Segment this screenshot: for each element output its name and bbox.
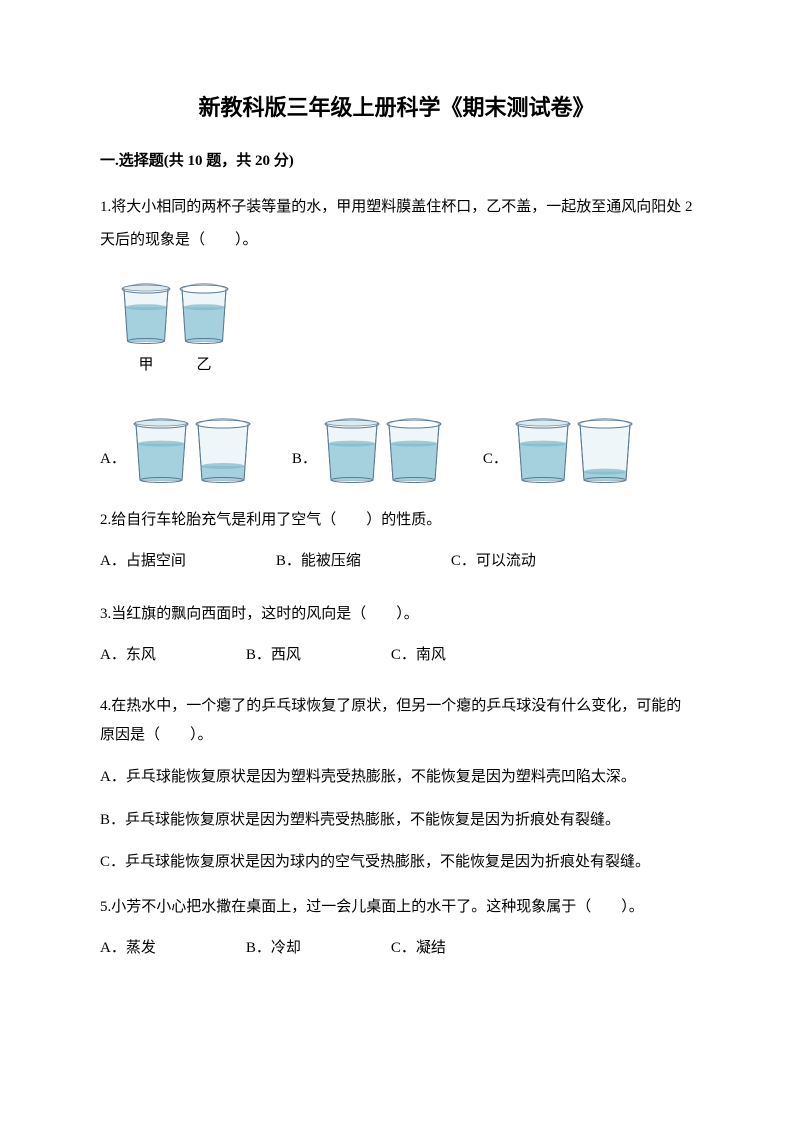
page-title: 新教科版三年级上册科学《期末测试卷》 (100, 90, 693, 125)
q1-option-b: B． (292, 412, 443, 484)
q1-option-a: A． (100, 412, 252, 484)
q5-opt-b: B．冷却 (246, 932, 301, 965)
q3-opt-c: C．南风 (391, 639, 446, 672)
q1-option-images: A． B． C． (100, 412, 693, 484)
question-3: 3.当红旗的飘向西面时，这时的风向是（ ）。 A．东风 B．西风 C．南风 (100, 598, 693, 672)
q3-opt-b: B．西风 (246, 639, 301, 672)
cup-label-yi: 乙 (196, 349, 211, 382)
question-4: 4.在热水中，一个瘪了的乒乓球恢复了原状，但另一个瘪的乒乓球没有什么变化，可能的… (100, 692, 693, 877)
q3-opt-a: A．东风 (100, 639, 156, 672)
q4-text: 4.在热水中，一个瘪了的乒乓球恢复了原状，但另一个瘪的乒乓球没有什么变化，可能的… (100, 692, 693, 749)
q2-options: A．占据空间 B．能被压缩 C．可以流动 (100, 545, 693, 578)
cup-c1 (514, 412, 572, 484)
opt-letter-a: A． (100, 443, 126, 484)
opt-letter-c: C． (483, 443, 508, 484)
cup-c2 (576, 412, 634, 484)
question-5: 5.小芳不小心把水撒在桌面上，过一会儿桌面上的水干了。这种现象属于（ ）。 A．… (100, 891, 693, 965)
q3-text: 3.当红旗的飘向西面时，这时的风向是（ ）。 (100, 598, 693, 631)
cup-label-jia: 甲 (138, 349, 153, 382)
cup-setup-2 (178, 277, 230, 345)
q3-options: A．东风 B．西风 C．南风 (100, 639, 693, 672)
q5-opt-c: C．凝结 (391, 932, 446, 965)
q5-text: 5.小芳不小心把水撒在桌面上，过一会儿桌面上的水干了。这种现象属于（ ）。 (100, 891, 693, 924)
q2-opt-a: A．占据空间 (100, 545, 186, 578)
q4-opt-a: A．乒乓球能恢复原状是因为塑料壳受热膨胀，不能恢复是因为塑料壳凹陷太深。 (100, 763, 693, 792)
q4-opt-c: C．乒乓球能恢复原状是因为球内的空气受热膨胀，不能恢复是因为折痕处有裂缝。 (100, 848, 693, 877)
q2-opt-b: B．能被压缩 (276, 545, 361, 578)
q4-opt-b: B．乒乓球能恢复原状是因为塑料壳受热膨胀，不能恢复是因为折痕处有裂缝。 (100, 806, 693, 835)
cup-b2 (385, 412, 443, 484)
q5-opt-a: A．蒸发 (100, 932, 156, 965)
cup-setup-1 (120, 277, 172, 345)
q2-opt-c: C．可以流动 (451, 545, 536, 578)
opt-letter-b: B． (292, 443, 317, 484)
q2-text: 2.给自行车轮胎充气是利用了空气（ ）的性质。 (100, 504, 693, 537)
cup-a2 (194, 412, 252, 484)
question-1: 1.将大小相同的两杯子装等量的水，甲用塑料膜盖住杯口，乙不盖，一起放至通风向阳处… (100, 191, 693, 484)
cup-a1 (132, 412, 190, 484)
q1-option-c: C． (483, 412, 634, 484)
q1-setup-figure: 甲 乙 (120, 277, 693, 382)
section-header: 一.选择题(共 10 题，共 20 分) (100, 149, 693, 173)
q1-text: 1.将大小相同的两杯子装等量的水，甲用塑料膜盖住杯口，乙不盖，一起放至通风向阳处… (100, 191, 693, 257)
cup-b1 (323, 412, 381, 484)
question-2: 2.给自行车轮胎充气是利用了空气（ ）的性质。 A．占据空间 B．能被压缩 C．… (100, 504, 693, 578)
q5-options: A．蒸发 B．冷却 C．凝结 (100, 932, 693, 965)
